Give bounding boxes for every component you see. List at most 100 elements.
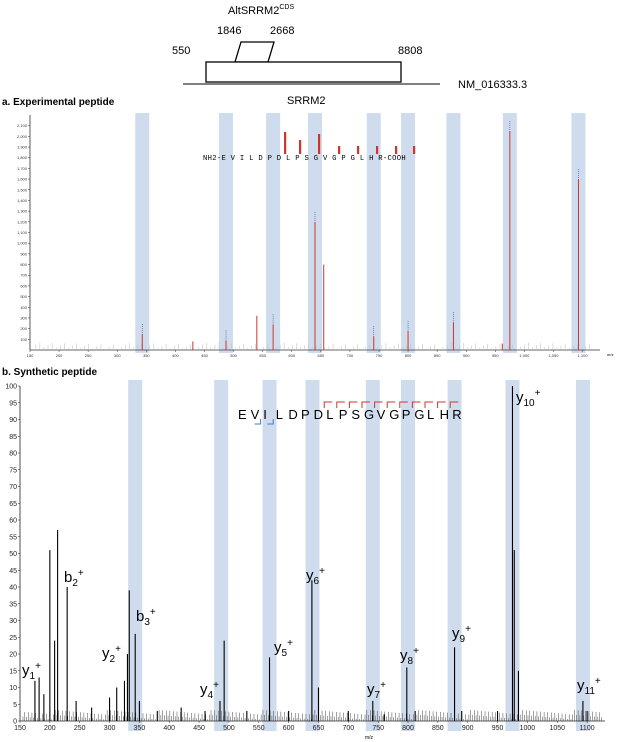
panel-b-xtick-label: 300 [104,725,116,732]
panel-b-ion-label: y8+ [400,646,419,667]
panel-a-fragment-bar [299,140,302,154]
panel-b-residue: R [452,407,461,422]
highlight-band-b [575,380,590,731]
panel-b-b-ion-bracket [254,419,262,425]
panel-b-residue: P [402,407,411,422]
panel-b-ytick-label: 70 [9,484,17,491]
panel-a-ytick-label: 1,800 [17,155,28,160]
panel-a-xtick-label: 700 [347,353,354,358]
panel-a-fragment-bar [395,146,398,154]
highlight-band-b [262,380,277,731]
panel-a-xtick-label: 1,050 [548,353,559,358]
panel-b-y-ion-bracket [336,401,345,408]
highlight-band-b [214,380,229,731]
panel-b-xtick-label: 450 [193,725,205,732]
cds-start-label: 550 [172,45,190,57]
panel-b-xlabel: m/z [365,735,374,741]
panel-a-ytick-label: 2,100 [17,123,28,128]
panel-b-ytick-label: 85 [9,434,17,441]
panel-b-ytick-label: 100 [5,384,17,391]
gene-name: SRRM2 [287,95,326,107]
panel-b-ion-label: b3+ [136,607,156,628]
panel-b-ion-label: y9+ [452,624,471,645]
panel-b-ytick-label: 80 [9,451,17,458]
panel-b-ytick-label: 90 [9,417,17,424]
panel-b-y-ion-bracket [386,401,396,408]
panel-b-y-ion-bracket [323,401,333,408]
panel-a-xtick-label: 1,000 [519,353,530,358]
panel-b-xtick-label: 700 [342,725,354,732]
panel-b-xtick-label: 1050 [549,725,565,732]
panel-b-xtick-label: 1000 [520,725,536,732]
panel-b-residue: V [377,407,386,422]
panel-b-title: b. Synthetic peptide [2,367,97,378]
panel-b-residue: D [314,407,323,422]
panel-b-ytick-label: 50 [9,551,17,558]
panel-a-ytick-label: 900 [20,251,27,256]
panel-a-xtick-label: 550 [259,353,266,358]
panel-b-xtick-label: 800 [402,725,414,732]
panel-a-fragment-bar [357,146,360,154]
panel-b-ion-label: y6+ [306,566,325,587]
panel-b-ytick-label: 5 [13,702,17,709]
panel-b-residue: G [389,407,399,422]
panel-b-xtick-label: 400 [163,725,175,732]
panel-a-xunit: m/z [607,352,613,357]
panel-a-ytick-label: 100 [20,337,27,342]
panel-a-xtick-label: 1,100 [578,353,589,358]
alt-start-label: 1846 [217,25,241,37]
panel-a-ytick-label: 1,300 [17,209,28,214]
highlight-band-a [366,113,381,353]
panel-b-peaks [22,386,602,721]
highlight-band-b [447,380,462,731]
panel-b-chart: 0 5 10 15 20 25 30 35 40 45 50 55 60 65 70 75 80 85 90 95 10… [5,384,605,741]
panel-b-residue: L [276,407,283,422]
alt-end-label: 2668 [270,25,294,37]
alt-orf-box [234,41,275,63]
panel-a-fragment-bar [318,134,321,154]
panel-a-ytick-label: 500 [20,294,27,299]
panel-a-ytick-label: 2,000 [17,134,28,139]
panel-b-y-ion-bracket [361,401,370,408]
panel-a-fragment-bar [376,146,379,154]
panel-b-ion-labels: y1+ b2+ y2+ b3+ y4+ y5+ y6+ y7+ y8+ y9+ y10+ y11+ [22,388,601,701]
panel-b-ion-label: y1+ [22,661,41,682]
panel-b-y-ion-bracket [437,401,446,408]
panel-b-ytick-label: 25 [9,635,17,642]
panel-b-ion-label: y10+ [516,388,541,409]
panel-b-xtick-label: 550 [253,725,265,732]
panel-b-ytick-label: 45 [9,568,17,575]
panel-b-ytick-label: 40 [9,585,17,592]
panel-a-xtick-label: 800 [405,353,412,358]
panel-a-xtick-label: 750 [376,353,383,358]
panel-a-xtick-label: 200 [56,353,63,358]
panel-b-xtick-label: 750 [372,725,384,732]
panel-b-y-ion-bracket [411,401,421,408]
panel-b-residue: P [301,407,310,422]
cds-end-label: 8808 [398,45,422,57]
panel-b-xtick-label: 250 [74,725,86,732]
panel-b-residue: L [326,407,333,422]
panel-a-ytick-label: 300 [20,315,27,320]
panel-b-residue: G [414,407,424,422]
panel-b-xtick-label: 500 [223,725,235,732]
panel-a-ytick-label: 1,900 [17,145,28,150]
panel-b-xtick-label: 650 [313,725,325,732]
panel-a-fragment-marks [284,132,416,154]
panel-a-xtick-label: 600 [288,353,295,358]
transcript-id: NM_016333.3 [458,79,527,91]
panel-b-y-ion-bracket [449,401,459,408]
panel-a-xtick-label: 450 [201,353,208,358]
panel-a-xtick-label: 900 [463,353,470,358]
panel-b-xtick-label: 150 [14,725,26,732]
panel-b-ion-label: y11+ [577,676,601,697]
panel-b-xtick-label: 850 [432,725,444,732]
panel-b-residue: H [440,407,449,422]
panel-b-y-ion-bracket [374,401,383,408]
highlight-band-a [401,113,416,353]
panel-b-xtick-label: 200 [44,725,56,732]
panel-a-ytick-label: 1,600 [17,177,28,182]
panel-a-xtick-label: 300 [114,353,121,358]
highlight-band-a [266,113,281,353]
